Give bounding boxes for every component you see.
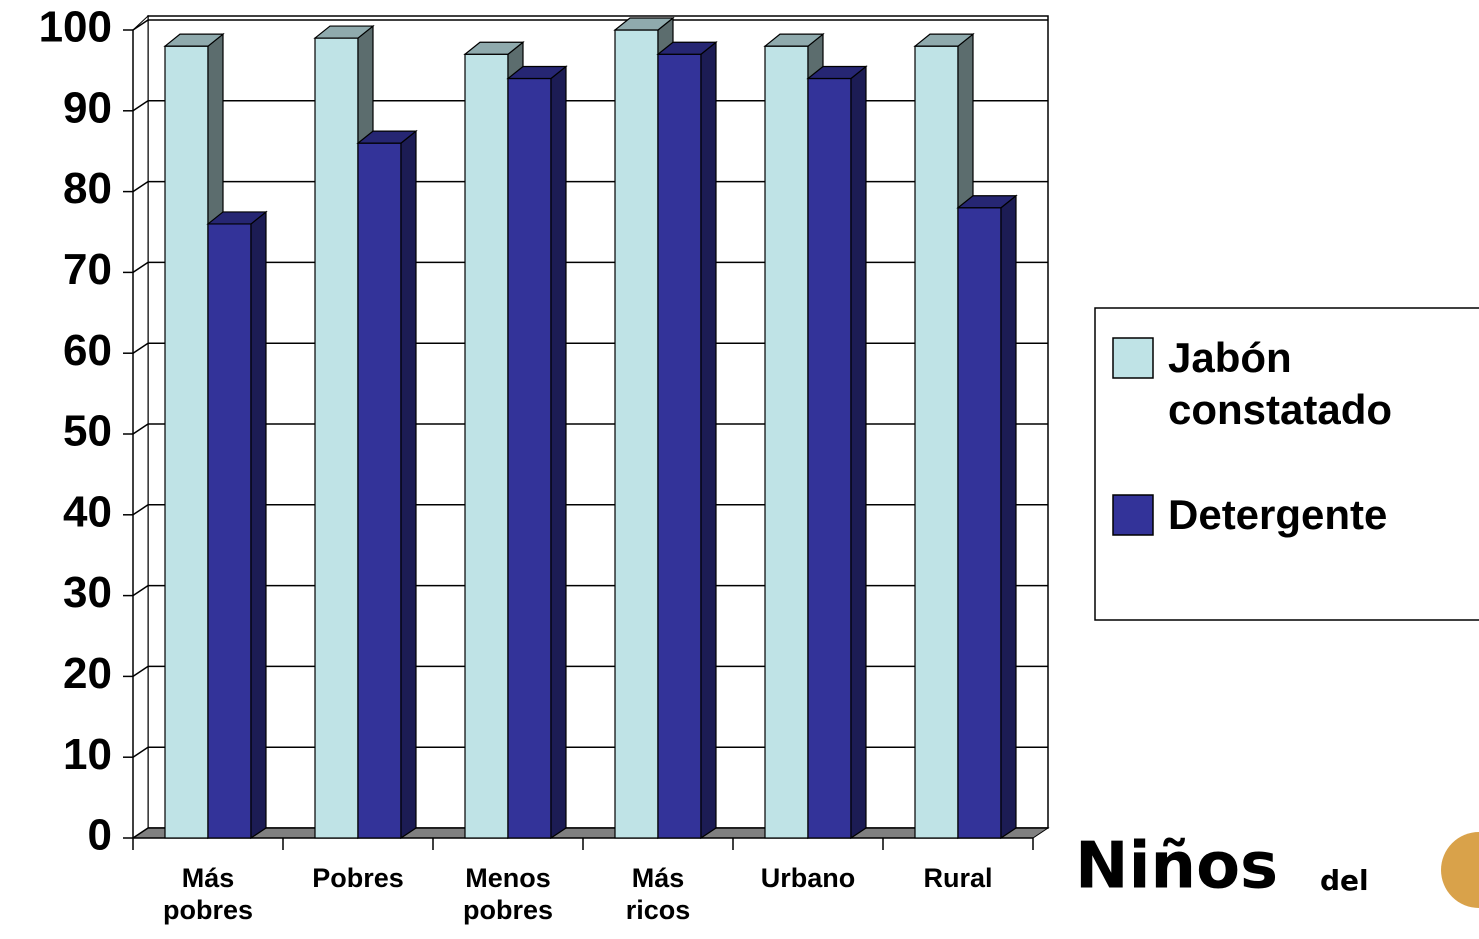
plot: 0 10 20 30 40 50 60 70 80 90 100 xyxy=(39,3,1050,860)
x-tick-label: Menos pobres xyxy=(462,863,554,925)
grid-line xyxy=(132,665,1048,678)
legend-label: Jabón constatado xyxy=(1168,334,1393,433)
logo-icon xyxy=(1441,832,1479,908)
bar-top xyxy=(956,195,1018,209)
bar-side xyxy=(400,129,417,840)
bar-front xyxy=(914,45,959,839)
grid-line xyxy=(132,746,1048,758)
bar-side xyxy=(250,210,267,840)
bar-top xyxy=(913,33,975,47)
bar-side xyxy=(1000,194,1017,840)
grid-line xyxy=(132,504,1048,516)
x-tick-label: Más ricos xyxy=(625,863,691,925)
grid-line xyxy=(132,342,1048,354)
bar-side xyxy=(550,65,567,840)
bar-top xyxy=(206,211,268,225)
y-tick-label: 20 xyxy=(63,649,112,698)
bar-front xyxy=(164,45,209,839)
grid-line xyxy=(132,584,1048,597)
y-tick-label: 100 xyxy=(39,3,112,52)
bar xyxy=(956,194,1018,840)
side-wall xyxy=(132,14,149,839)
legend-swatch xyxy=(1112,337,1154,379)
bar-front xyxy=(507,77,552,839)
bar-top xyxy=(613,17,675,31)
bar xyxy=(656,40,718,840)
grid-line xyxy=(132,423,1048,435)
grid-line xyxy=(132,100,1048,112)
y-tick-label: 50 xyxy=(63,407,112,456)
floor xyxy=(131,827,1050,839)
bar-front xyxy=(357,142,402,839)
bar-front xyxy=(314,37,359,839)
bar-front xyxy=(807,77,852,839)
logo-suffix: del xyxy=(1320,864,1369,897)
bar-front xyxy=(764,45,809,839)
legend-swatch xyxy=(1112,494,1154,536)
y-tick-label: 40 xyxy=(63,487,112,536)
y-tick-label: 70 xyxy=(63,245,112,294)
bar xyxy=(206,210,268,840)
bar-side xyxy=(700,40,717,840)
bar xyxy=(506,65,568,840)
bar-side xyxy=(850,65,867,840)
y-tick-label: 30 xyxy=(63,568,112,617)
y-tick-label: 10 xyxy=(63,730,112,779)
grid-line xyxy=(132,261,1048,274)
logo-text: Niños xyxy=(1075,830,1278,904)
grid-line xyxy=(132,827,1048,839)
bar-front xyxy=(657,53,702,839)
bar-top xyxy=(313,25,375,39)
bar-front xyxy=(464,53,509,839)
y-tick-label: 0 xyxy=(88,811,112,860)
bar-top xyxy=(656,41,718,55)
grid-line xyxy=(132,180,1048,193)
x-tick-label: Rural xyxy=(923,863,993,893)
bar xyxy=(356,129,418,840)
legend-label: Detergente xyxy=(1168,491,1388,538)
bar-front xyxy=(957,207,1002,839)
grid-line xyxy=(132,19,1048,31)
legend-box xyxy=(1094,307,1479,621)
y-tick-label: 90 xyxy=(63,83,112,132)
bar-top xyxy=(163,33,225,47)
bar xyxy=(806,65,868,840)
bar-top xyxy=(356,130,418,144)
bar-top xyxy=(806,65,868,80)
y-tick-label: 80 xyxy=(63,164,112,213)
bar-top xyxy=(506,65,568,80)
x-tick-label: Urbano xyxy=(760,863,856,893)
back-wall xyxy=(147,15,1049,829)
x-tick-label: Más pobres xyxy=(162,863,254,925)
bar-front xyxy=(614,29,659,839)
bar-top xyxy=(463,41,525,55)
x-tick-label: Pobres xyxy=(312,863,404,893)
y-tick-label: 60 xyxy=(63,326,112,375)
bar-front xyxy=(207,223,252,839)
bar-top xyxy=(763,33,825,47)
